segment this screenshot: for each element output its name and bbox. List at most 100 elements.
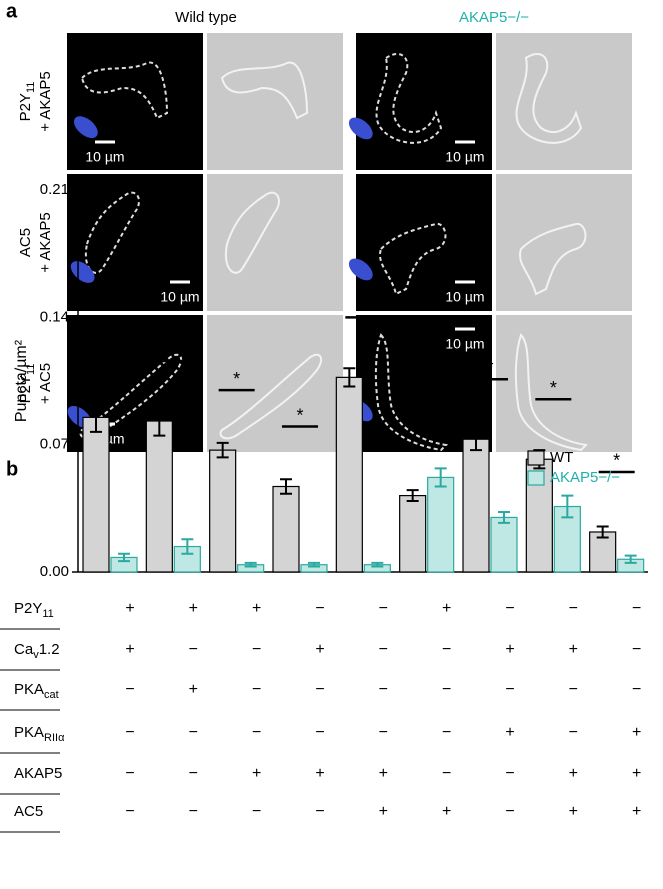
condition-cell: + [189,600,198,617]
cell-outline [515,53,583,144]
cell-outline [73,61,169,139]
condition-cell: + [125,600,134,617]
condition-cell: + [442,600,451,617]
error-bar [343,367,356,388]
condition-cell: − [505,681,514,698]
nucleus [348,117,373,140]
cell-border [80,61,169,120]
error-bar [561,494,574,519]
condition-cell: − [442,681,451,698]
cell-edge [220,61,309,120]
bar [399,495,427,573]
label-text: P2Y [14,600,42,617]
brightfield-image [496,174,632,311]
condition-cell: + [315,641,324,658]
condition-cell: − [379,681,388,698]
panel-label: a [6,0,18,22]
condition-cell: + [505,641,514,658]
error-bar [308,561,320,568]
error-bar [153,405,166,437]
condition-label: AC5 [14,803,43,820]
condition-cell: + [125,641,134,658]
brightfield-image [207,174,343,311]
cell-border [379,222,447,296]
cell-outline [220,61,309,120]
condition-cell: − [379,600,388,617]
significance-mark: * [360,296,367,316]
cell-outline [70,191,140,283]
bar [589,531,617,573]
legend-swatch [527,450,545,466]
label-text: P2Y [17,93,34,121]
significance-mark: * [296,405,303,425]
brightfield-image [207,315,343,452]
row-label: + AKAP5 [37,212,54,272]
error-bar [470,427,482,452]
bar [462,438,490,573]
condition-cell: + [569,641,578,658]
bar [427,476,455,573]
condition-cell: + [632,803,641,820]
error-bar [181,538,194,555]
y-tick-label: 0.14 [40,308,69,325]
condition-cell: − [252,681,261,698]
cell-outline [348,222,447,296]
brightfield-image [207,33,343,170]
fluorescence-image [356,315,492,452]
label-text: PKA [14,724,44,741]
condition-cell: − [252,724,261,741]
scale-label: 10 µm [445,289,484,305]
legend-label: WT [550,449,573,466]
scale-label: 10 µm [160,289,199,305]
cell-border [79,353,183,440]
nucleus [73,116,98,139]
label-text: P2Y [17,375,34,403]
cell-outline [224,191,280,274]
condition-cell: − [252,641,261,658]
bar [145,420,173,573]
condition-label: PKARIIα [14,724,65,744]
brightfield-image [496,33,632,170]
cell-outline [514,333,589,452]
significance-mark: * [550,378,557,398]
label-sub: 11 [42,608,53,620]
condition-cell: + [252,600,261,617]
condition-cell: − [442,724,451,741]
condition-cell: − [125,765,134,782]
condition-cell: + [569,765,578,782]
bar [209,449,237,573]
condition-cell: − [315,724,324,741]
condition-label: Cav1.2 [14,641,60,661]
condition-cell: − [315,600,324,617]
condition-cell: − [125,681,134,698]
bar [490,516,518,573]
bar [272,485,300,573]
error-bar [406,489,419,503]
condition-cell: + [379,765,388,782]
label-text: AC5 [14,803,43,820]
cell-edge [519,222,587,296]
fluorescence-image [67,174,203,311]
label-sub: v [33,649,39,661]
condition-cell: − [379,724,388,741]
condition-cell: − [189,765,198,782]
error-bar [118,552,130,563]
scale-label: 10 µm [445,336,484,352]
condition-cell: + [569,803,578,820]
condition-cell: − [569,681,578,698]
nucleus [70,261,95,283]
label-text: AKAP5 [14,765,62,782]
cell-border [375,53,443,144]
scale-label: 10 µm [85,149,124,165]
cell-edge [219,353,323,440]
cell-edge [514,333,589,452]
condition-cell: + [189,681,198,698]
condition-cell: − [442,641,451,658]
condition-cell: − [442,765,451,782]
condition-cell: + [632,724,641,741]
label-sub: cat [44,689,59,701]
condition-cell: + [252,765,261,782]
bar [335,376,363,573]
condition-cell: + [442,803,451,820]
